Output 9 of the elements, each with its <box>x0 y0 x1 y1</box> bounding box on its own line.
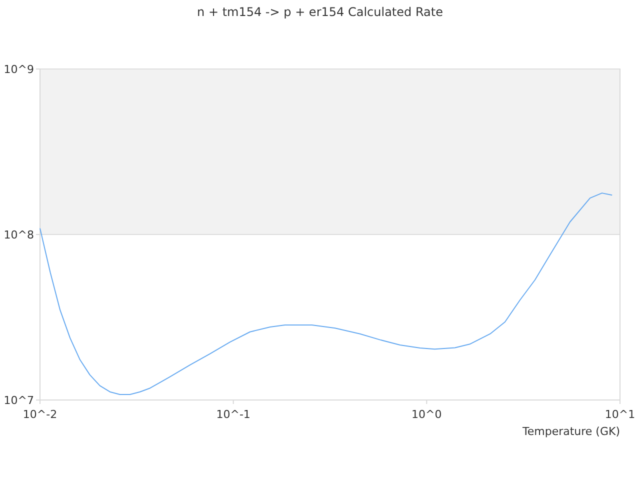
y-tick-label: 10^8 <box>4 228 34 242</box>
x-tick-label: 10^0 <box>412 408 442 421</box>
x-tick-label: 10^1 <box>604 408 636 421</box>
x-axis-title: Temperature (GK) <box>522 425 620 438</box>
x-tick-label: 10^-2 <box>22 408 58 421</box>
chart-title: n + tm154 -> p + er154 Calculated Rate <box>197 5 443 19</box>
y-tick-label: 10^7 <box>4 394 34 407</box>
y-tick-label: 10^9 <box>4 62 34 76</box>
x-tick-label: 10^-1 <box>216 408 250 421</box>
